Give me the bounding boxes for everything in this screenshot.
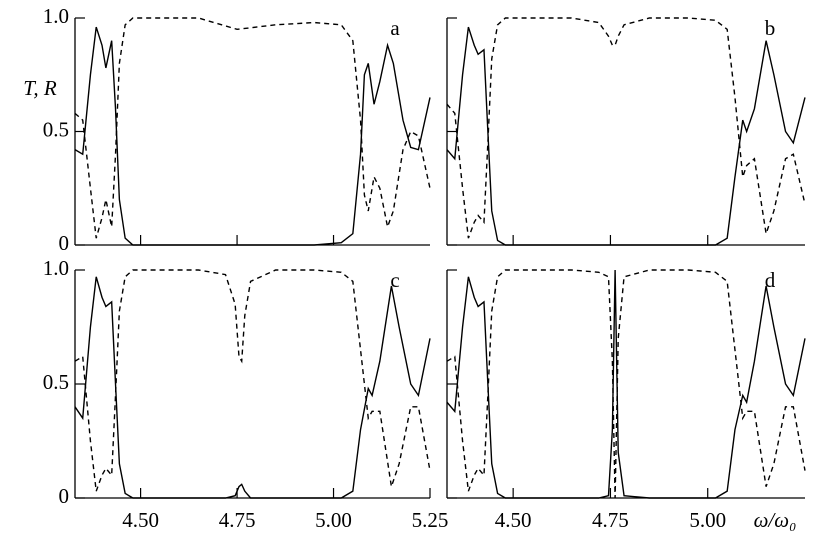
x-tick-label: 5.00 bbox=[315, 508, 352, 532]
y-tick-label: 0.5 bbox=[43, 117, 69, 141]
series-line bbox=[74, 17, 431, 239]
x-tick-label: 4.75 bbox=[592, 508, 629, 532]
series-line bbox=[446, 17, 806, 239]
series-line bbox=[446, 269, 806, 499]
series-line bbox=[74, 276, 431, 499]
panel-label: c bbox=[390, 268, 399, 292]
series-line bbox=[74, 269, 431, 492]
panel-label: d bbox=[765, 268, 776, 292]
y-tick-label: 0.5 bbox=[43, 370, 69, 394]
y-tick-label: 0 bbox=[59, 484, 70, 508]
y-tick-label: 0 bbox=[59, 231, 70, 255]
x-tick-label: 4.50 bbox=[495, 508, 532, 532]
series-line bbox=[74, 26, 431, 246]
y-axis-label: T, R bbox=[23, 76, 57, 100]
x-axis-label: ω/ω₀ bbox=[754, 508, 797, 532]
y-tick-label: 1.0 bbox=[43, 256, 69, 280]
panel-label: b bbox=[765, 16, 776, 40]
series-line bbox=[446, 26, 806, 246]
x-tick-label: 4.75 bbox=[219, 508, 256, 532]
x-tick-label: 4.50 bbox=[122, 508, 159, 532]
x-tick-label: 5.00 bbox=[689, 508, 726, 532]
series-line bbox=[446, 269, 806, 499]
panel-label: a bbox=[390, 16, 400, 40]
y-tick-label: 1.0 bbox=[43, 4, 69, 28]
x-tick-label: 5.25 bbox=[412, 508, 449, 532]
